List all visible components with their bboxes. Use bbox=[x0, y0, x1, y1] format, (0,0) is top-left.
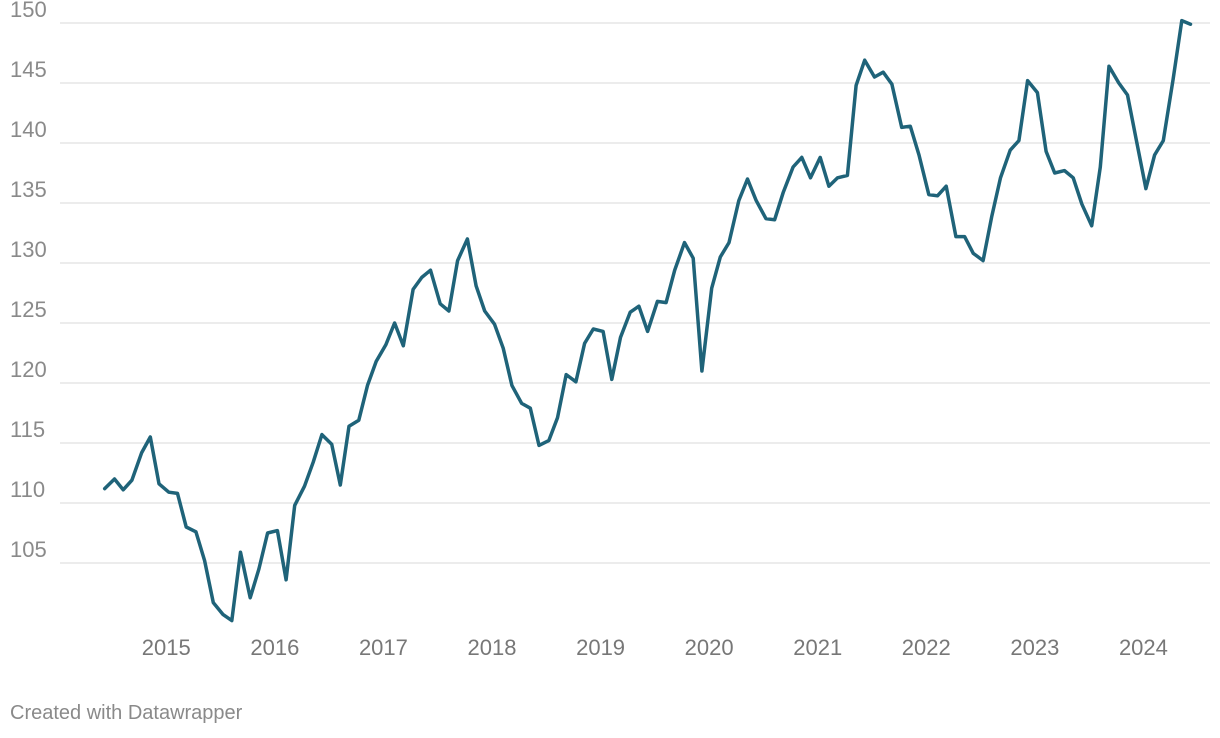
y-tick-label: 150 bbox=[10, 0, 47, 22]
series-line bbox=[102, 18, 1193, 623]
footer-credit: Created with Datawrapper bbox=[10, 702, 243, 724]
x-tick-label: 2022 bbox=[902, 635, 951, 660]
y-tick-label: 105 bbox=[10, 537, 47, 562]
x-tick-label: 2015 bbox=[142, 635, 191, 660]
x-tick-label: 2019 bbox=[576, 635, 625, 660]
x-tick-label: 2023 bbox=[1010, 635, 1059, 660]
y-tick-label: 130 bbox=[10, 237, 47, 262]
x-tick-label: 2024 bbox=[1119, 635, 1168, 660]
x-tick-label: 2016 bbox=[250, 635, 299, 660]
y-tick-label: 135 bbox=[10, 177, 47, 202]
x-tick-label: 2018 bbox=[468, 635, 517, 660]
y-tick-label: 140 bbox=[10, 117, 47, 142]
gridlines bbox=[60, 22, 1210, 564]
x-axis-ticks: 2015 2016 2017 2018 2019 2020 2021 2022 2023 2024 bbox=[142, 635, 1168, 660]
y-tick-label: 120 bbox=[10, 357, 47, 382]
y-tick-label: 125 bbox=[10, 297, 47, 322]
y-tick-label: 145 bbox=[10, 57, 47, 82]
y-tick-label: 115 bbox=[10, 417, 45, 442]
x-tick-label: 2017 bbox=[359, 635, 408, 660]
x-tick-label: 2021 bbox=[793, 635, 842, 660]
x-tick-label: 2020 bbox=[685, 635, 734, 660]
y-tick-label: 110 bbox=[10, 477, 45, 502]
y-axis-ticks: 105 110 115 120 125 130 135 140 145 150 bbox=[10, 0, 47, 562]
series-layer bbox=[102, 18, 1193, 623]
